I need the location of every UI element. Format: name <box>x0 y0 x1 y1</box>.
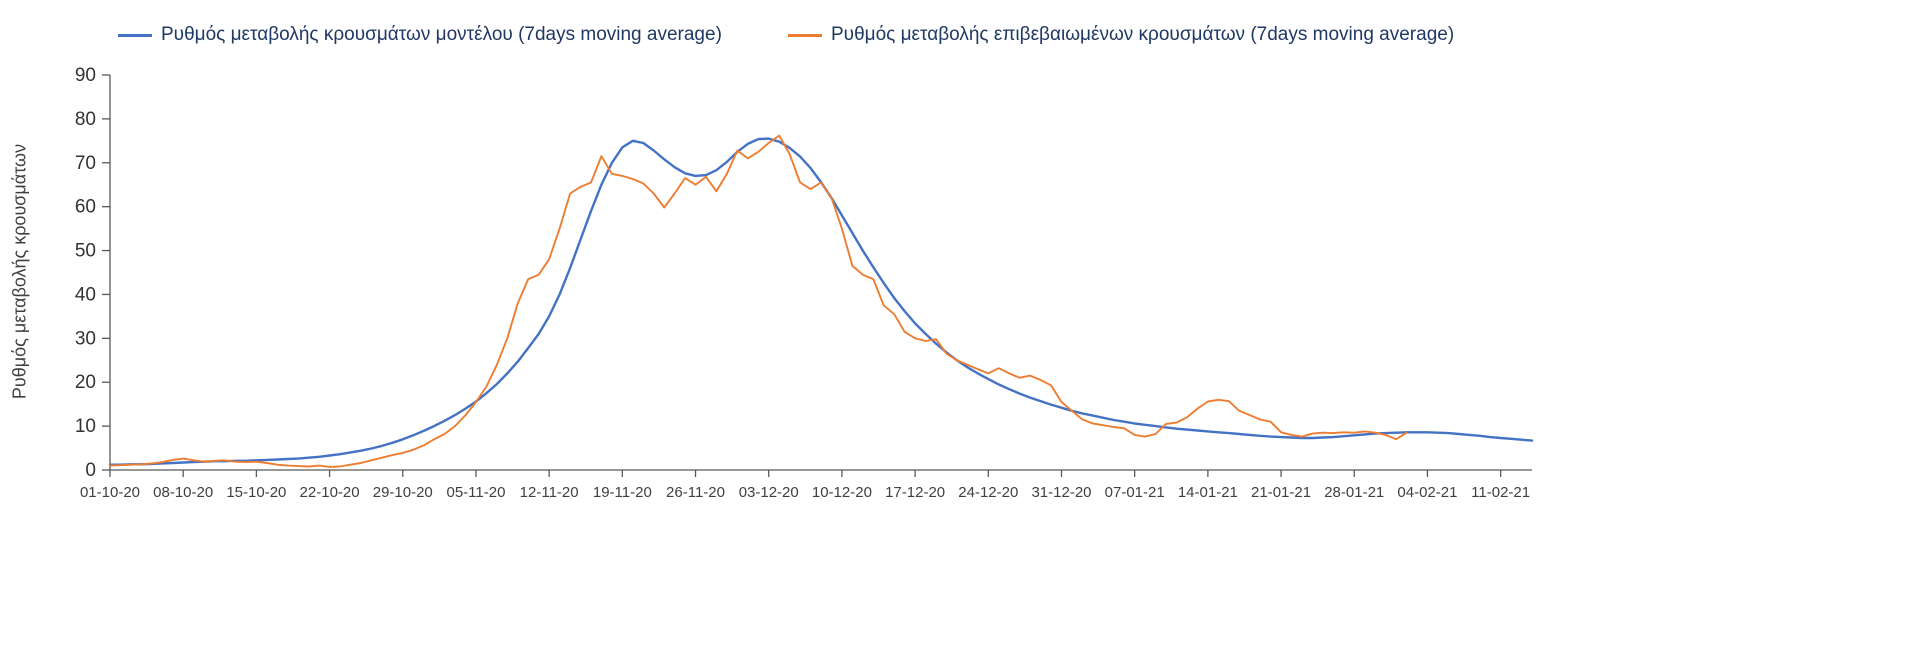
x-tick-label: 28-01-21 <box>1324 484 1384 501</box>
y-tick-label: 50 <box>75 241 96 262</box>
y-tick-label: 60 <box>75 197 96 218</box>
x-tick-label: 08-10-20 <box>153 484 213 501</box>
y-tick-label: 20 <box>75 372 96 393</box>
y-tick-label: 80 <box>75 109 96 130</box>
x-tick-label: 01-10-20 <box>80 484 140 501</box>
x-tick-label: 19-11-20 <box>593 484 652 501</box>
x-tick-label: 10-12-20 <box>812 484 872 501</box>
series-line-confirmed <box>109 134 1408 468</box>
x-tick-label: 29-10-20 <box>373 484 433 501</box>
x-tick-label: 31-12-20 <box>1031 484 1091 501</box>
x-tick-label: 12-11-20 <box>520 484 579 501</box>
x-tick-label: 22-10-20 <box>300 484 360 501</box>
x-tick-label: 15-10-20 <box>226 484 286 501</box>
x-tick-label: 07-01-21 <box>1105 484 1165 501</box>
y-tick-label: 40 <box>75 284 96 305</box>
y-tick-label: 10 <box>75 416 96 437</box>
axis-lines <box>109 75 1532 471</box>
legend-line-confirmed-icon <box>788 33 822 37</box>
legend-label-model: Ρυθμός μεταβολής κρουσμάτων μοντέλου (7d… <box>161 24 722 45</box>
legend-item-confirmed[interactable]: Ρυθμός μεταβολής επιβεβαιωμένων κρουσμάτ… <box>788 24 1454 46</box>
x-tick-label: 24-12-20 <box>958 484 1018 501</box>
legend-item-model[interactable]: Ρυθμός μεταβολής κρουσμάτων μοντέλου (7d… <box>118 24 722 46</box>
series-line-model <box>108 137 1534 466</box>
x-tick-label: 11-02-21 <box>1471 484 1530 501</box>
legend-line-model-icon <box>118 33 152 37</box>
y-tick-label: 70 <box>75 153 96 174</box>
x-tick-label: 14-01-21 <box>1178 484 1238 501</box>
legend-label-confirmed: Ρυθμός μεταβολής επιβεβαιωμένων κρουσμάτ… <box>831 24 1455 45</box>
y-tick-label: 90 <box>75 65 96 86</box>
x-tick-label: 03-12-20 <box>739 484 799 501</box>
y-tick-label: 30 <box>75 328 96 349</box>
x-tick-label: 21-01-21 <box>1251 484 1311 501</box>
x-tick-label: 26-11-20 <box>666 484 725 501</box>
x-tick-label: 05-11-20 <box>446 484 505 501</box>
x-tick-label: 17-12-20 <box>885 484 945 501</box>
y-tick-label: 0 <box>85 460 96 481</box>
x-tick-label: 04-02-21 <box>1397 484 1457 501</box>
